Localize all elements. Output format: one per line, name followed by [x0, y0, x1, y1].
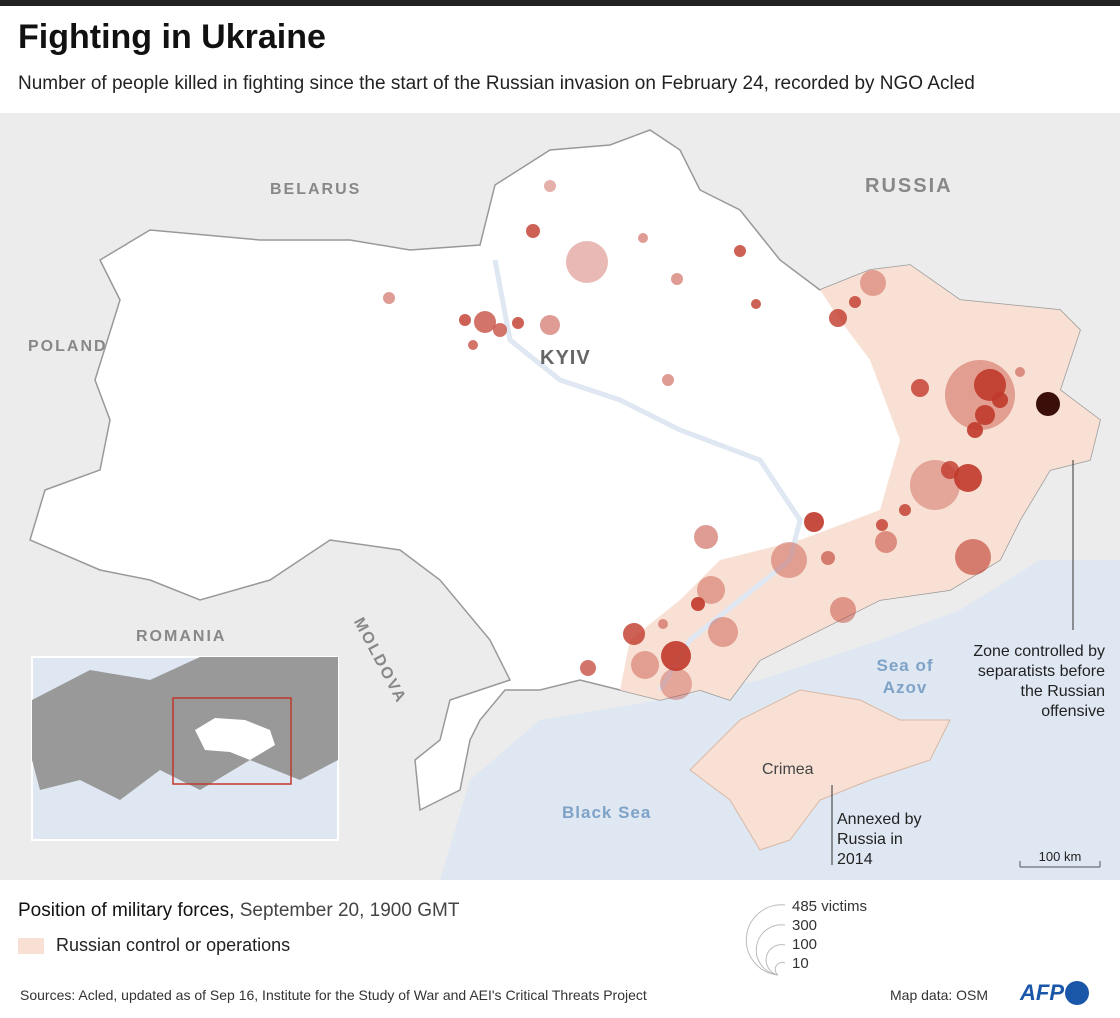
fatality-circle: [849, 296, 861, 308]
fatality-circle: [876, 519, 888, 531]
label-romania: ROMANIA: [136, 628, 227, 645]
size-300: 300: [792, 917, 818, 934]
fatality-circle: [566, 241, 608, 283]
legend-item-russian-control: Russian control or operations: [18, 935, 290, 956]
fatality-circle: [544, 180, 556, 192]
fatality-circle: [804, 512, 824, 532]
scale-bar: [1019, 861, 1101, 868]
crimea: [689, 689, 951, 851]
label-poland: POLAND: [28, 338, 108, 355]
fatality-circle: [829, 309, 847, 327]
size-legend-circles: [745, 904, 786, 976]
note-separatists: Zone controlled by separatists before th…: [973, 643, 1105, 720]
label-belarus: BELARUS: [270, 181, 362, 198]
map: [0, 113, 1120, 880]
river-dnipro: [492, 259, 803, 692]
fatality-circle: [875, 531, 897, 553]
label-russia: RUSSIA: [865, 175, 953, 197]
fatality-circle: [821, 551, 835, 565]
fatality-circle: [899, 504, 911, 516]
fatality-circle: [771, 542, 807, 578]
note-crimea: Annexed by Russia in 2014: [837, 811, 922, 868]
size-10: 10: [792, 955, 809, 972]
legend-item-label: Russian control or operations: [56, 935, 291, 955]
fatality-circle: [468, 340, 478, 350]
fatality-circle: [955, 539, 991, 575]
size-100: 100: [792, 936, 818, 953]
afp-logo: AFP: [1020, 980, 1089, 1006]
fatality-circle: [512, 317, 524, 329]
fatality-circle: [631, 651, 659, 679]
fatality-circle: [1015, 367, 1025, 377]
fatality-circle: [911, 379, 929, 397]
fatality-circle: [660, 668, 692, 700]
fatality-circle: [967, 422, 983, 438]
size-485: 485 victims: [792, 898, 868, 915]
fatality-circle: [658, 619, 668, 629]
scale-label: 100 km: [1038, 849, 1082, 864]
fatality-circle: [954, 464, 982, 492]
fatality-circle: [623, 623, 645, 645]
fatality-circle: [671, 273, 683, 285]
sources: Sources: Acled, updated as of Sep 16, In…: [20, 987, 647, 1003]
legend-date: September 20, 1900 GMT: [239, 900, 460, 921]
fatality-circle: [661, 641, 691, 671]
fatality-circle: [1036, 392, 1060, 416]
fatality-circle: [580, 660, 596, 676]
fatality-circle: [694, 525, 718, 549]
fatality-circle: [975, 405, 995, 425]
legend-title-bold: Position of military forces,: [18, 900, 235, 921]
fatality-circle: [474, 311, 496, 333]
fatality-circle: [662, 374, 674, 386]
fatality-circle: [830, 597, 856, 623]
fatality-circle: [459, 314, 471, 326]
label-black-sea: Black Sea: [562, 803, 652, 822]
fatality-circle: [383, 292, 395, 304]
fatality-circle: [638, 233, 648, 243]
top-bar: [0, 0, 1120, 6]
legend-swatch: [18, 937, 44, 954]
map-data-credit: Map data: OSM: [890, 987, 989, 1003]
inset-map: [31, 656, 339, 841]
fatality-circle: [860, 270, 886, 296]
subtitle: Number of people killed in fighting sinc…: [18, 73, 975, 94]
fatality-circle: [526, 224, 540, 238]
fatality-circle: [992, 392, 1008, 408]
fatality-circle: [941, 461, 959, 479]
label-sea-of-azov: Sea of Azov: [876, 656, 934, 697]
size-legend: 485 victims 300 100 10: [792, 897, 867, 973]
legend-title: Position of military forces, September 2…: [18, 900, 459, 922]
fatality-circle: [708, 617, 738, 647]
label-kyiv: KYIV: [540, 347, 591, 369]
fatality-circle: [691, 597, 705, 611]
fatality-circle: [734, 245, 746, 257]
fatality-circle: [697, 576, 725, 604]
fatality-circle: [751, 299, 761, 309]
page-title: Fighting in Ukraine: [18, 18, 326, 56]
fatality-circle: [540, 315, 560, 335]
label-crimea: Crimea: [762, 761, 814, 778]
fatality-circle: [493, 323, 507, 337]
